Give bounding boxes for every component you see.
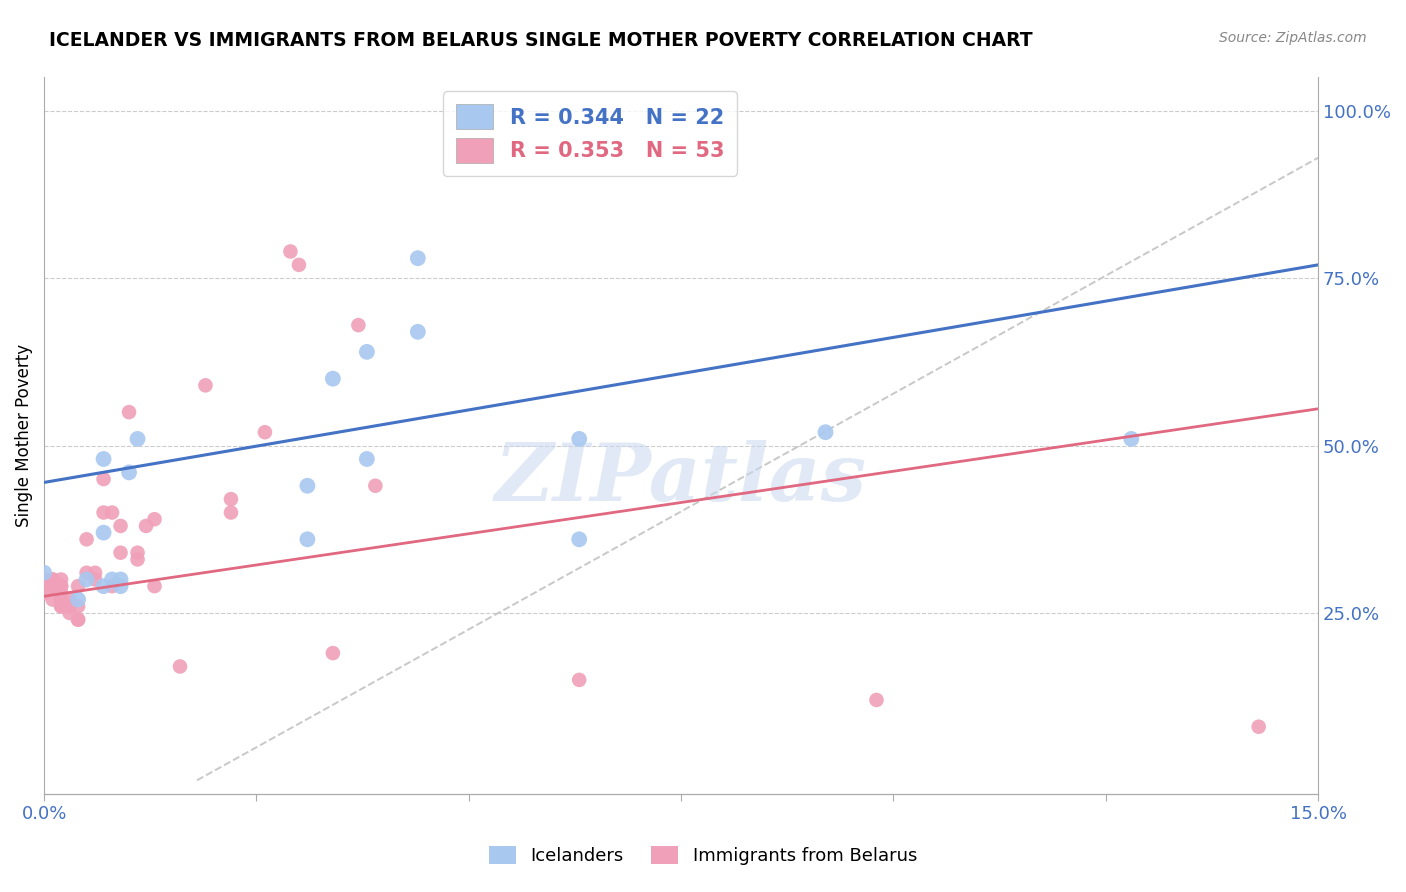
Point <box>135 519 157 533</box>
Point <box>41 573 63 587</box>
Point <box>356 344 378 359</box>
Point <box>101 573 124 587</box>
Point <box>143 579 166 593</box>
Point <box>110 519 132 533</box>
Point <box>1247 720 1270 734</box>
Point <box>406 325 429 339</box>
Point <box>76 533 98 547</box>
Point <box>93 452 115 467</box>
Point <box>58 592 80 607</box>
Text: ICELANDER VS IMMIGRANTS FROM BELARUS SINGLE MOTHER POVERTY CORRELATION CHART: ICELANDER VS IMMIGRANTS FROM BELARUS SIN… <box>49 31 1033 50</box>
Point <box>32 586 55 600</box>
Point <box>865 693 887 707</box>
Point <box>280 244 302 259</box>
Point <box>1121 432 1143 446</box>
Point <box>41 579 63 593</box>
Point <box>118 466 141 480</box>
Point <box>297 533 319 547</box>
Point <box>127 432 149 446</box>
Point <box>49 579 72 593</box>
Point <box>58 599 80 614</box>
Point <box>84 573 107 587</box>
Point <box>93 579 115 593</box>
Point <box>253 425 276 440</box>
Point <box>41 579 63 593</box>
Point <box>568 673 591 687</box>
Point <box>143 512 166 526</box>
Point <box>76 573 98 587</box>
Point <box>49 579 72 593</box>
Point <box>32 579 55 593</box>
Point <box>41 573 63 587</box>
Legend: Icelanders, Immigrants from Belarus: Icelanders, Immigrants from Belarus <box>482 838 924 872</box>
Point <box>49 599 72 614</box>
Point <box>67 599 90 614</box>
Point <box>101 506 124 520</box>
Text: ZIPatlas: ZIPatlas <box>495 440 868 517</box>
Point <box>194 378 217 392</box>
Point <box>219 492 242 507</box>
Point <box>322 646 344 660</box>
Point <box>67 592 90 607</box>
Point <box>406 251 429 265</box>
Point <box>118 405 141 419</box>
Point <box>110 579 132 593</box>
Point <box>288 258 311 272</box>
Point <box>84 566 107 580</box>
Point <box>49 586 72 600</box>
Point <box>93 506 115 520</box>
Point <box>347 318 370 332</box>
Point <box>49 573 72 587</box>
Point <box>41 579 63 593</box>
Y-axis label: Single Mother Poverty: Single Mother Poverty <box>15 344 32 527</box>
Point <box>67 613 90 627</box>
Point <box>101 579 124 593</box>
Point <box>322 372 344 386</box>
Point <box>568 432 591 446</box>
Text: Source: ZipAtlas.com: Source: ZipAtlas.com <box>1219 31 1367 45</box>
Legend: R = 0.344   N = 22, R = 0.353   N = 53: R = 0.344 N = 22, R = 0.353 N = 53 <box>443 92 737 176</box>
Point <box>67 579 90 593</box>
Point <box>32 579 55 593</box>
Point <box>32 573 55 587</box>
Point <box>169 659 191 673</box>
Point <box>67 613 90 627</box>
Point <box>93 525 115 540</box>
Point <box>58 606 80 620</box>
Point <box>814 425 837 440</box>
Point <box>49 592 72 607</box>
Point <box>297 479 319 493</box>
Point <box>110 573 132 587</box>
Point <box>219 506 242 520</box>
Point <box>49 599 72 614</box>
Point <box>356 452 378 467</box>
Point <box>110 546 132 560</box>
Point <box>41 592 63 607</box>
Point <box>568 533 591 547</box>
Point <box>127 546 149 560</box>
Point <box>32 566 55 580</box>
Point <box>76 566 98 580</box>
Point <box>364 479 387 493</box>
Point <box>127 552 149 566</box>
Point <box>93 472 115 486</box>
